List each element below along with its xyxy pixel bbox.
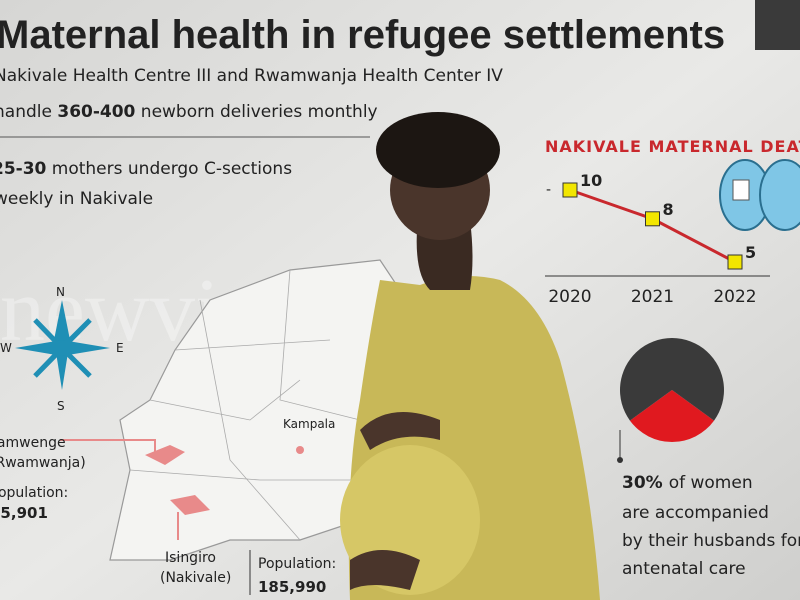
x-tick-label: 2022 — [713, 287, 756, 307]
fact: 25-30 mothers undergo C-sections — [0, 159, 292, 179]
feet-icon — [719, 159, 800, 231]
compass-label: W — [0, 341, 12, 355]
point — [562, 182, 578, 198]
y-tick: - — [546, 182, 551, 198]
pie-pointer-dot — [617, 457, 623, 463]
subtitle-number: 360-400 — [57, 102, 135, 122]
point — [645, 211, 660, 227]
photo-figure — [340, 112, 600, 600]
compass-label: N — [56, 285, 65, 299]
corner-block — [755, 0, 800, 50]
map-label: (Nakivale) — [160, 570, 231, 586]
district-borders — [129, 269, 380, 541]
kamwenge-region — [145, 445, 185, 465]
isingiro-region — [170, 495, 210, 515]
map-label: (Rwamwanja) — [0, 455, 86, 471]
subtitle: Nakivale Health Centre III and Rwamwanja… — [0, 66, 503, 86]
pie-caption: antenatal care — [622, 559, 746, 579]
compass-label: S — [57, 399, 65, 413]
subtitle-text: newborn deliveries monthly — [141, 102, 378, 122]
pie-value-label: 30% — [622, 473, 663, 493]
pie-caption: by their husbands for — [622, 531, 800, 551]
fact-number: 25-30 — [0, 159, 47, 179]
chart-title: NAKIVALE MATERNAL DEATHS — [545, 137, 800, 156]
data-label: 5 — [745, 243, 756, 262]
data-label: 8 — [663, 200, 674, 219]
map-value: 185,990 — [258, 578, 326, 596]
pie-slice — [619, 338, 724, 421]
fact-text: mothers undergo C-sections — [52, 159, 292, 179]
x-tick-label: 2020 — [548, 287, 591, 307]
pie-slice — [629, 390, 715, 442]
point — [727, 254, 743, 270]
subtitle: handle 360-400 newborn deliveries monthl… — [0, 102, 378, 122]
x-tick-label: 2021 — [631, 287, 674, 307]
compass-label: E — [116, 341, 124, 355]
map-label: Population: — [0, 485, 68, 501]
map-label: Kamwenge — [0, 435, 66, 451]
pointer — [60, 439, 156, 452]
map-label: Kampala — [283, 417, 335, 431]
compass — [15, 300, 110, 390]
map-label: Isingiro — [165, 550, 216, 566]
pie-caption: are accompanied — [622, 503, 769, 523]
map-value: 15,901 — [0, 504, 48, 522]
title: Maternal health in refugee settlements — [0, 13, 725, 57]
subtitle-text: handle — [0, 102, 52, 122]
kampala-dot — [296, 446, 304, 454]
pie-caption: 30% of women — [622, 473, 753, 493]
map-label: Population: — [258, 556, 336, 572]
data-label: 10 — [580, 171, 602, 190]
fact: weekly in Nakivale — [0, 189, 153, 209]
pie-caption-text: of women — [669, 473, 753, 493]
